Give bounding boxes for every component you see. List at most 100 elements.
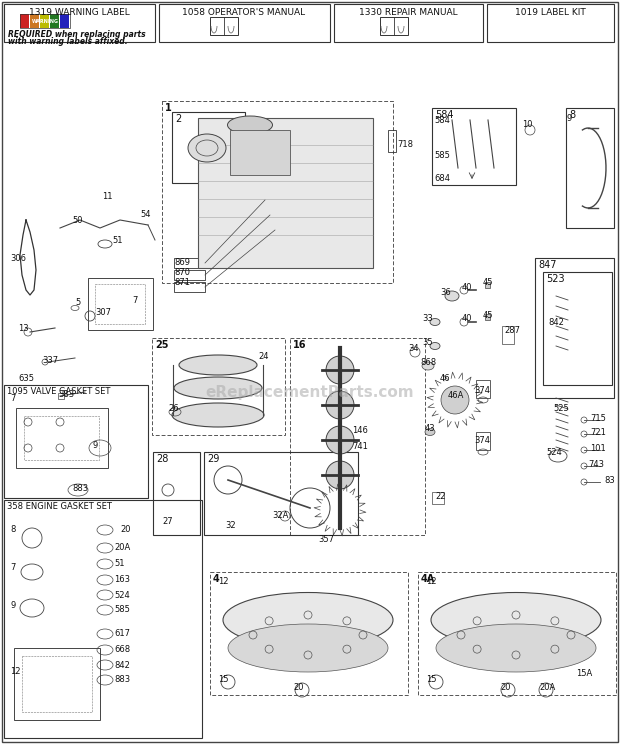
Text: 51: 51 bbox=[112, 236, 123, 245]
Bar bbox=[230, 130, 290, 175]
Text: 9: 9 bbox=[10, 600, 16, 609]
Text: 35: 35 bbox=[422, 338, 433, 347]
Bar bbox=[210, 572, 408, 695]
Text: 46: 46 bbox=[440, 373, 451, 382]
Text: 4A: 4A bbox=[421, 574, 435, 584]
Text: 287: 287 bbox=[504, 326, 520, 335]
Bar bbox=[20, 14, 70, 28]
Text: 715: 715 bbox=[590, 414, 606, 423]
Text: 2: 2 bbox=[175, 114, 181, 124]
Text: 22: 22 bbox=[435, 492, 446, 501]
Text: WARNING: WARNING bbox=[32, 19, 58, 24]
Text: 20: 20 bbox=[500, 684, 510, 693]
Text: 684: 684 bbox=[434, 173, 450, 182]
Bar bbox=[174, 258, 205, 268]
Text: 718: 718 bbox=[397, 140, 413, 149]
Text: 27: 27 bbox=[162, 516, 172, 525]
Bar bbox=[334, 4, 483, 42]
Text: 40: 40 bbox=[462, 313, 472, 322]
Text: REQUIRED when replacing parts: REQUIRED when replacing parts bbox=[8, 30, 146, 39]
Text: 15: 15 bbox=[426, 676, 436, 684]
Ellipse shape bbox=[188, 134, 226, 162]
Text: 10: 10 bbox=[522, 120, 533, 129]
Text: 741: 741 bbox=[352, 441, 368, 451]
Text: 524: 524 bbox=[546, 447, 562, 457]
Text: 721: 721 bbox=[590, 428, 606, 437]
Bar bbox=[22, 656, 92, 712]
Bar bbox=[58, 393, 64, 399]
Bar bbox=[476, 380, 490, 398]
Ellipse shape bbox=[228, 116, 273, 134]
Text: 7: 7 bbox=[10, 394, 16, 403]
Text: 1019 LABEL KIT: 1019 LABEL KIT bbox=[515, 8, 585, 17]
Text: 101: 101 bbox=[590, 443, 606, 452]
Bar bbox=[153, 452, 200, 535]
Bar bbox=[174, 270, 205, 280]
Bar bbox=[198, 118, 373, 268]
Text: 307: 307 bbox=[95, 307, 111, 316]
Text: 357: 357 bbox=[318, 536, 334, 545]
Bar bbox=[4, 500, 202, 738]
Text: 9: 9 bbox=[567, 114, 572, 123]
Text: 29: 29 bbox=[207, 454, 219, 464]
Text: 20: 20 bbox=[120, 525, 130, 534]
Text: 12: 12 bbox=[218, 577, 229, 586]
Text: 33: 33 bbox=[422, 313, 433, 322]
Ellipse shape bbox=[174, 377, 262, 399]
Bar bbox=[432, 492, 444, 504]
Text: 11: 11 bbox=[102, 191, 112, 200]
Text: 15: 15 bbox=[218, 676, 229, 684]
Bar bbox=[14, 648, 100, 720]
Text: 871: 871 bbox=[174, 278, 190, 286]
Text: 617: 617 bbox=[114, 629, 130, 638]
Text: 584: 584 bbox=[435, 110, 453, 120]
Text: 868: 868 bbox=[420, 358, 436, 367]
Text: 870: 870 bbox=[174, 268, 190, 277]
Text: 43: 43 bbox=[425, 423, 436, 432]
Text: 83: 83 bbox=[604, 475, 615, 484]
Ellipse shape bbox=[228, 624, 388, 672]
Text: 585: 585 bbox=[114, 606, 130, 615]
Bar bbox=[487, 4, 614, 42]
Text: 54: 54 bbox=[140, 210, 151, 219]
Bar bbox=[16, 408, 108, 468]
Text: 8: 8 bbox=[569, 110, 575, 120]
Text: 45: 45 bbox=[483, 310, 494, 319]
Text: 7: 7 bbox=[10, 563, 16, 572]
Text: 45: 45 bbox=[483, 278, 494, 286]
Text: 46A: 46A bbox=[448, 391, 464, 400]
Bar bbox=[172, 112, 245, 183]
Text: 374: 374 bbox=[474, 435, 490, 444]
Ellipse shape bbox=[223, 592, 393, 647]
Text: 50: 50 bbox=[72, 216, 82, 225]
Text: 1319 WARNING LABEL: 1319 WARNING LABEL bbox=[29, 8, 130, 17]
Text: 26: 26 bbox=[168, 403, 179, 412]
Text: 24: 24 bbox=[258, 351, 268, 361]
Text: 7: 7 bbox=[132, 295, 138, 304]
Bar bbox=[4, 385, 148, 498]
Bar bbox=[485, 314, 490, 320]
Text: eReplacementParts.com: eReplacementParts.com bbox=[206, 385, 414, 400]
Bar bbox=[543, 272, 612, 385]
Bar bbox=[152, 338, 285, 435]
Text: 847: 847 bbox=[538, 260, 557, 270]
Bar bbox=[50, 14, 59, 28]
Ellipse shape bbox=[172, 403, 264, 427]
Text: 1: 1 bbox=[165, 103, 172, 113]
Bar bbox=[20, 14, 29, 28]
Circle shape bbox=[326, 461, 354, 489]
Text: 337: 337 bbox=[42, 356, 58, 365]
Bar bbox=[60, 14, 69, 28]
Bar bbox=[476, 432, 490, 450]
Text: 743: 743 bbox=[588, 460, 604, 469]
Ellipse shape bbox=[431, 592, 601, 647]
Circle shape bbox=[326, 356, 354, 384]
Bar bbox=[40, 14, 49, 28]
Text: 883: 883 bbox=[72, 484, 88, 493]
Text: 28: 28 bbox=[156, 454, 169, 464]
Bar bbox=[95, 284, 145, 324]
Text: 12: 12 bbox=[10, 667, 20, 676]
Text: 163: 163 bbox=[114, 576, 130, 585]
Text: 524: 524 bbox=[114, 591, 130, 600]
Ellipse shape bbox=[430, 318, 440, 326]
